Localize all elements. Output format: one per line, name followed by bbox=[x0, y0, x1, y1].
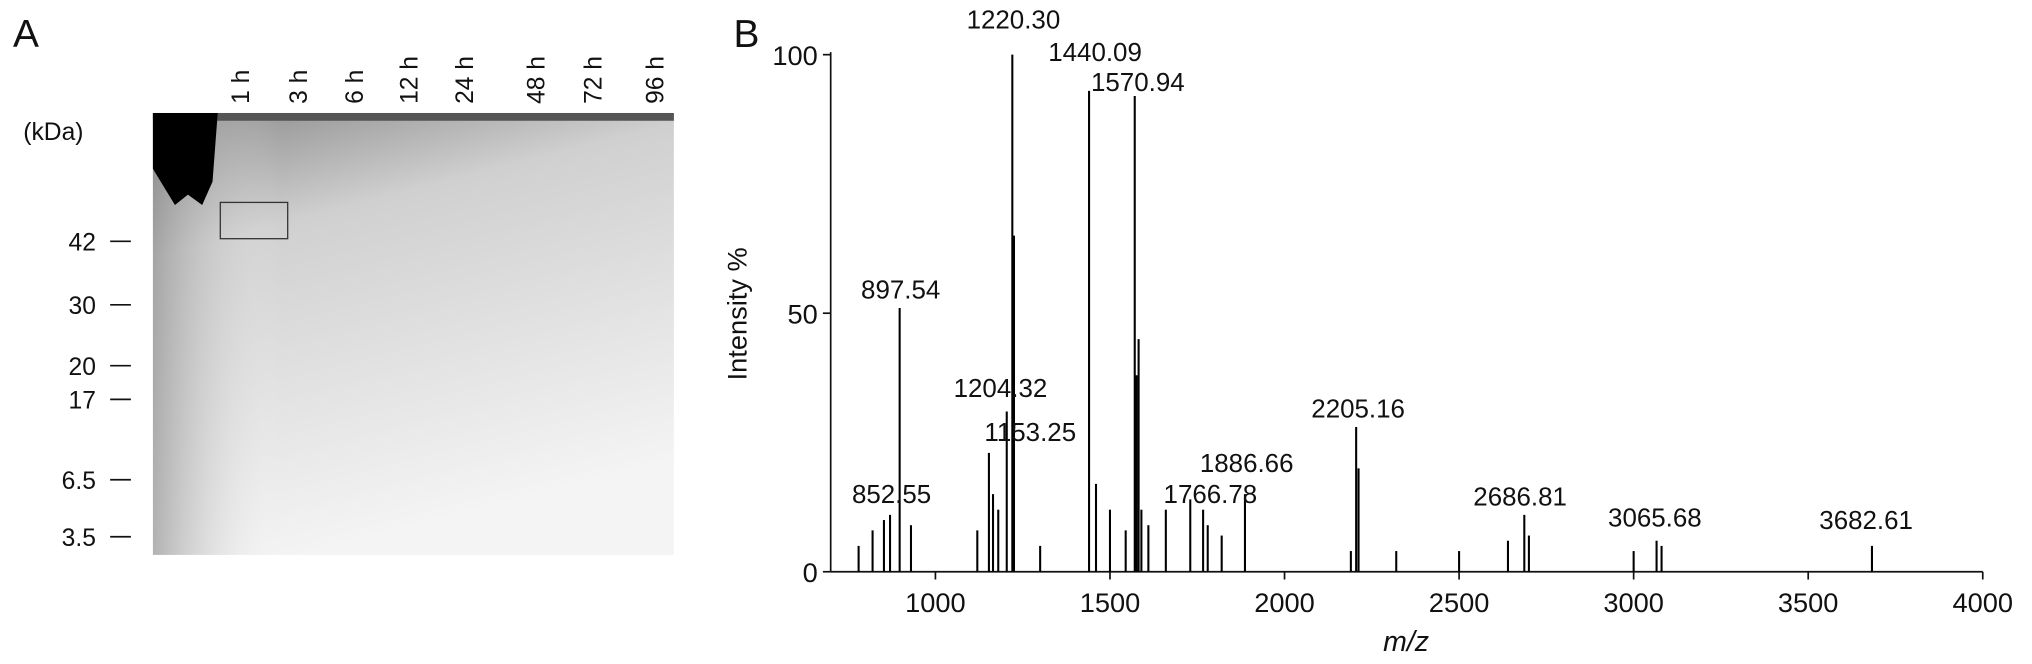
panel-label: B bbox=[733, 13, 759, 56]
peak-label: 3065.68 bbox=[1608, 504, 1702, 532]
gel bbox=[152, 112, 674, 555]
marker-label: 6.5 bbox=[62, 468, 96, 495]
lane-label: 48 h bbox=[523, 56, 550, 104]
gel-well bbox=[152, 112, 674, 121]
peak-label: 852.55 bbox=[852, 481, 931, 509]
x-tick-label: 3000 bbox=[1603, 587, 1664, 618]
y-tick-label: 100 bbox=[772, 40, 817, 71]
x-tick-label: 2000 bbox=[1254, 587, 1315, 618]
lane-label: 6 h bbox=[342, 70, 369, 104]
x-tick-label: 1000 bbox=[905, 587, 966, 618]
peak-label: 1220.30 bbox=[967, 7, 1061, 35]
lane-label: 72 h bbox=[580, 56, 607, 104]
marker-label: 30 bbox=[69, 293, 96, 320]
peak-label: 1153.25 bbox=[984, 419, 1076, 447]
x-tick-label: 2500 bbox=[1429, 587, 1490, 618]
peak-label: 1440.09 bbox=[1048, 39, 1142, 67]
lane-label: 24 h bbox=[452, 56, 479, 104]
marker-label: 17 bbox=[69, 387, 96, 414]
panel-label: A bbox=[13, 13, 39, 56]
lane-labels: 1 h 3 h 6 h 12 h 24 h 48 h 72 h 96 h bbox=[228, 56, 670, 104]
y-tick-label: 0 bbox=[803, 557, 818, 588]
lane-label: 96 h bbox=[643, 56, 670, 104]
y-tick-label: 50 bbox=[787, 299, 817, 330]
x-axis-label: m/z bbox=[1383, 626, 1429, 658]
marker-label: 20 bbox=[69, 354, 96, 381]
x-tick-label: 3500 bbox=[1778, 587, 1839, 618]
peak-label: 1204.32 bbox=[954, 375, 1048, 403]
markers: 42 30 20 17 6.5 3.5 bbox=[62, 229, 131, 552]
lane-label: 12 h bbox=[396, 56, 423, 104]
x-tick-label: 4000 bbox=[1952, 587, 2013, 618]
marker-label: 3.5 bbox=[62, 525, 96, 552]
gel-band bbox=[152, 112, 218, 205]
x-tick-label: 1500 bbox=[1080, 587, 1141, 618]
lane-label: 1 h bbox=[228, 70, 255, 104]
y-axis-label: Intensity % bbox=[721, 247, 752, 380]
peak-label: 1570.94 bbox=[1091, 69, 1185, 97]
peak-label: 2686.81 bbox=[1473, 484, 1567, 512]
peak-label: 1766.78 bbox=[1164, 481, 1258, 509]
peak-label: 1886.66 bbox=[1200, 450, 1294, 478]
peak-label: 3682.61 bbox=[1819, 507, 1913, 535]
lane-label: 3 h bbox=[286, 70, 313, 104]
plot: 0 50 100 1000 1500 2000 2500 3000 3500 4000 1220.3… bbox=[772, 7, 2013, 618]
unit-label: (kDa) bbox=[23, 119, 83, 146]
selection-box bbox=[219, 201, 289, 240]
peak-label: 897.54 bbox=[861, 276, 940, 304]
marker-label: 42 bbox=[69, 229, 96, 256]
peak-label: 2205.16 bbox=[1311, 396, 1405, 424]
